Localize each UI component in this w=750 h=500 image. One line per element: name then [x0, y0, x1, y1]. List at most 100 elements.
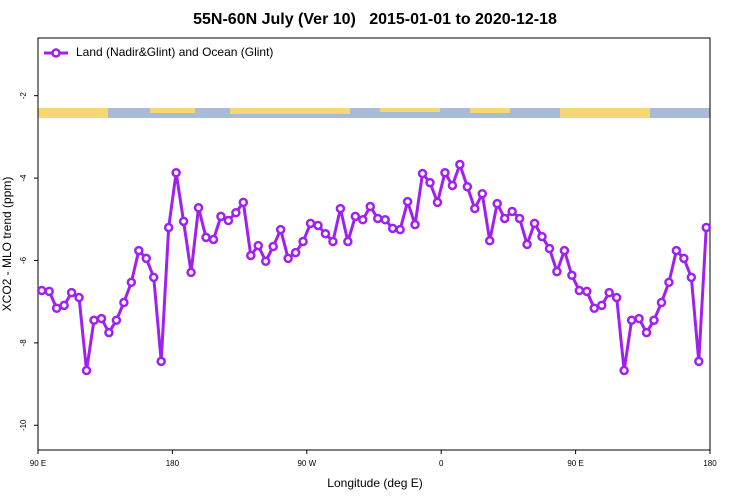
data-point	[290, 247, 301, 258]
data-point	[126, 277, 137, 288]
x-tick-label: 90 E	[30, 459, 46, 468]
data-point	[410, 219, 420, 230]
y-tick-label: -6	[19, 256, 28, 264]
data-point	[81, 365, 92, 376]
data-point	[387, 223, 398, 234]
data-point	[156, 356, 166, 367]
data-point	[216, 211, 226, 222]
y-tick-label: -2	[19, 92, 28, 100]
x-tick-label: 180	[703, 459, 717, 468]
data-point	[186, 267, 196, 278]
data-point	[604, 287, 614, 298]
data-point	[350, 211, 361, 222]
data-point	[664, 277, 674, 288]
data-point	[163, 222, 174, 233]
chart-title: 55N-60N July (Ver 10) 2015-01-01 to 2020…	[193, 11, 557, 28]
x-tick-label: 90 E	[567, 459, 583, 468]
data-point	[402, 196, 413, 207]
x-tick-label: 180	[166, 459, 180, 468]
data-point	[66, 287, 77, 298]
data-point	[582, 286, 592, 297]
data-point	[522, 239, 532, 250]
data-point	[372, 213, 383, 224]
data-point	[626, 315, 637, 325]
data-point	[679, 253, 689, 264]
data-point	[36, 285, 47, 296]
data-point	[208, 234, 219, 245]
data-point	[268, 241, 278, 252]
data-point	[89, 315, 99, 325]
data-point	[686, 272, 697, 283]
data-point	[574, 285, 585, 296]
data-point	[335, 203, 346, 214]
data-point	[313, 220, 323, 231]
data-point	[567, 270, 577, 281]
data-point	[298, 236, 308, 247]
data-point	[365, 201, 376, 212]
data-point	[223, 215, 234, 226]
data-point	[589, 303, 600, 314]
data-point	[499, 213, 510, 224]
data-point	[134, 245, 144, 256]
legend-label: Land (Nadir&Glint) and Ocean (Glint)	[76, 45, 273, 59]
data-point	[119, 297, 129, 308]
data-point	[253, 240, 264, 251]
data-point	[507, 206, 517, 217]
data-point	[529, 218, 540, 229]
data-point	[260, 256, 271, 267]
data-point	[619, 365, 629, 376]
data-point	[656, 297, 667, 308]
data-point	[320, 228, 331, 239]
data-point	[74, 292, 84, 303]
data-point	[634, 313, 644, 324]
data-point	[283, 253, 293, 264]
data-point	[447, 180, 458, 191]
data-point	[596, 300, 607, 311]
data-point	[59, 300, 69, 311]
data-point	[238, 197, 249, 208]
data-point	[544, 243, 555, 254]
legend-marker	[51, 48, 61, 58]
series-line	[41, 162, 708, 372]
map-strip	[38, 108, 710, 118]
data-point	[484, 235, 495, 246]
data-point	[148, 272, 159, 283]
data-point	[425, 177, 435, 188]
data-point	[477, 188, 488, 199]
data-point	[104, 327, 114, 338]
data-point	[231, 207, 241, 218]
data-point	[417, 168, 428, 179]
data-point	[694, 356, 704, 367]
data-point	[395, 224, 405, 235]
data-point	[96, 313, 107, 324]
data-point	[141, 253, 152, 264]
data-point	[275, 224, 286, 235]
data-point	[343, 236, 353, 247]
data-point	[611, 292, 622, 303]
data-point	[462, 181, 473, 192]
x-axis-label: Longitude (deg E)	[327, 476, 422, 490]
data-point	[178, 216, 189, 227]
data-point	[514, 213, 525, 224]
data-point	[470, 203, 480, 214]
data-point	[246, 250, 256, 261]
data-point	[492, 198, 502, 209]
data-point	[201, 232, 211, 243]
data-point	[51, 303, 62, 314]
plot-frame	[37, 37, 711, 451]
data-point	[641, 327, 652, 338]
data-point	[380, 214, 390, 225]
data-point	[328, 236, 338, 247]
y-tick-label: -4	[19, 174, 28, 182]
x-tick-label: 90 W	[297, 459, 316, 468]
data-point	[552, 266, 562, 277]
data-point	[440, 167, 450, 178]
data-point	[193, 202, 204, 213]
data-point	[358, 214, 368, 225]
data-point	[455, 159, 465, 170]
y-axis-label: XCO2 - MLO trend (ppm)	[0, 177, 14, 312]
data-point	[171, 167, 181, 178]
data-point	[305, 218, 316, 229]
data-point	[649, 315, 659, 325]
